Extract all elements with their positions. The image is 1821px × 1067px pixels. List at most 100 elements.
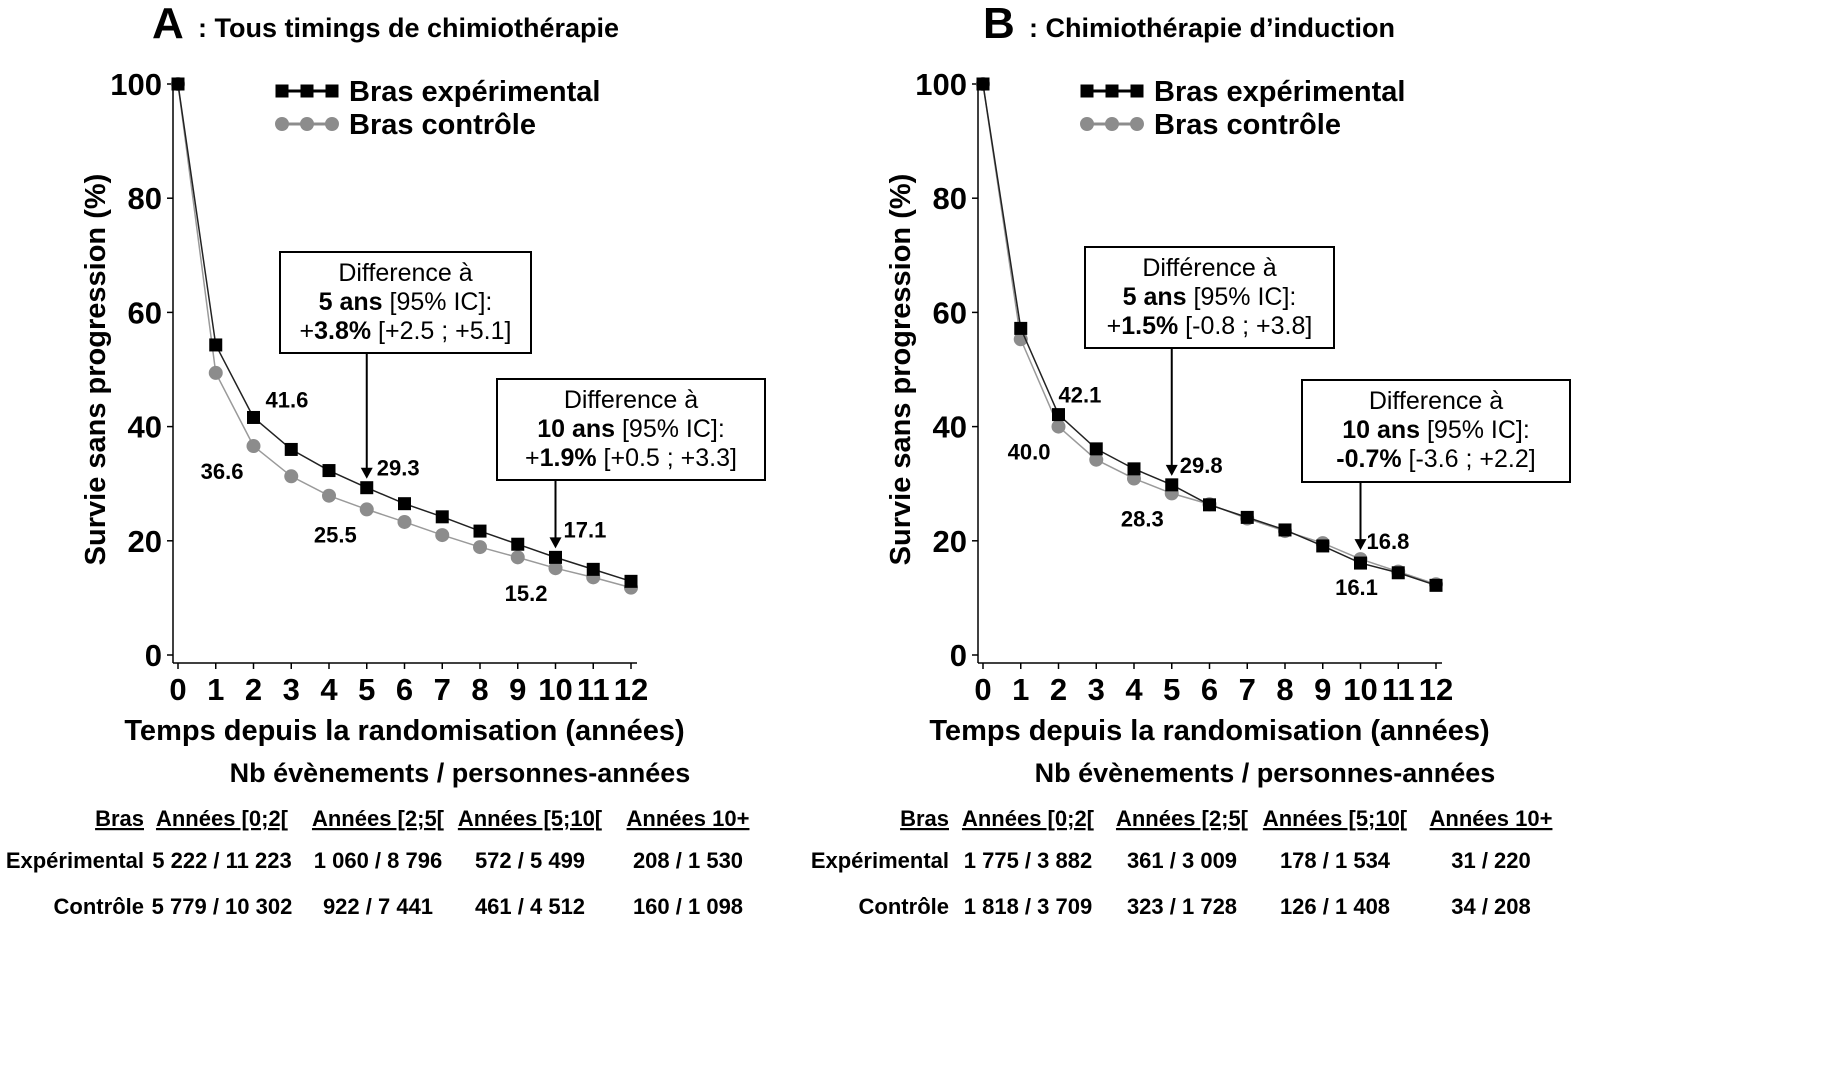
data-point [397, 514, 412, 529]
annotation-line3: -0.7% [-3.6 ; +2.2] [1336, 445, 1535, 473]
legend-marker [300, 117, 314, 131]
legend-entry: Bras expérimental [1154, 76, 1405, 108]
table-row-label: Expérimental [6, 848, 144, 873]
x-tick-label: 3 [283, 672, 300, 707]
x-tick-label: 12 [614, 672, 648, 707]
data-point [1278, 523, 1292, 537]
data-point [435, 528, 450, 543]
y-tick-label: 60 [933, 295, 967, 330]
x-tick-label: 2 [1050, 672, 1067, 707]
data-label: 15.2 [505, 581, 548, 606]
data-label: 29.8 [1180, 453, 1223, 478]
annotation-line2: 10 ans [95% IC]: [1342, 416, 1530, 444]
y-tick-label: 40 [933, 410, 967, 445]
legend-marker [1105, 117, 1119, 131]
y-tick-label: 80 [128, 181, 162, 216]
arrow-head [549, 537, 562, 549]
x-tick-label: 9 [1314, 672, 1331, 707]
x-tick-label: 1 [207, 672, 224, 707]
x-tick-label: 10 [538, 672, 572, 707]
legend-marker [325, 84, 339, 98]
data-point [1127, 462, 1141, 476]
x-tick-label: 2 [245, 672, 262, 707]
data-point [360, 481, 374, 495]
x-tick-label: 4 [1125, 672, 1143, 707]
table-header: Années [0;2[ [962, 806, 1095, 831]
x-tick-label: 4 [320, 672, 338, 707]
events-table: Nb évènements / personnes-années Bras Anné… [6, 758, 750, 919]
data-point [1316, 539, 1330, 553]
arrow-head [1354, 539, 1367, 551]
annotation-line3: +1.9% [+0.5 ; +3.3] [525, 444, 737, 472]
x-tick-label: 5 [1163, 672, 1180, 707]
annotation-frame [496, 378, 766, 481]
legend-marker [1130, 84, 1144, 98]
table-cell: 5 779 / 10 302 [152, 894, 293, 919]
y-axis-label: Survie sans progression (%) [885, 174, 917, 566]
table-row-label: Contrôle [54, 894, 144, 919]
x-tick-label: 0 [974, 672, 991, 707]
annotation-line2: 10 ans [95% IC]: [537, 415, 725, 443]
annotation-line1: Différence à [1142, 254, 1276, 282]
x-tick-label: 1 [1012, 672, 1029, 707]
table-title: Nb évènements / personnes-années [1035, 758, 1496, 788]
chart-panel-b: B: Chimiothérapie d’induction02040608010… [811, 0, 1571, 919]
data-label: 42.1 [1059, 383, 1102, 408]
x-tick-label: 8 [471, 672, 488, 707]
data-point [359, 502, 374, 517]
table-row-label: Expérimental [811, 848, 949, 873]
annotation-box: Difference à5 ans [95% IC]:+3.8% [+2.5 ;… [279, 251, 532, 479]
y-tick-label: 0 [950, 638, 967, 673]
data-point [1165, 478, 1179, 492]
y-tick-label: 60 [128, 295, 162, 330]
table-cell: 208 / 1 530 [633, 848, 743, 873]
annotation-box: Différence à5 ans [95% IC]:+1.5% [-0.8 ;… [1084, 246, 1335, 476]
data-point [1240, 510, 1254, 524]
x-tick-label: 6 [1201, 672, 1218, 707]
table-cell: 1 775 / 3 882 [964, 848, 1092, 873]
data-point [246, 439, 261, 454]
annotation-line1: Difference à [564, 386, 698, 414]
table-header: Bras [900, 806, 949, 831]
data-point [1089, 442, 1103, 456]
events-table: Nb évènements / personnes-années Bras Anné… [811, 758, 1553, 919]
table-cell: 461 / 4 512 [475, 894, 585, 919]
chart-panel-a: A: Tous timings de chimiothérapie0204060… [6, 0, 766, 919]
table-cell: 361 / 3 009 [1127, 848, 1237, 873]
data-point [322, 464, 336, 478]
panel-letter: B [983, 0, 1015, 48]
data-point [322, 488, 336, 503]
data-point [1354, 556, 1367, 570]
data-point [1051, 419, 1066, 434]
data-point [473, 540, 487, 555]
annotation-frame [1301, 379, 1571, 483]
data-point [171, 77, 185, 91]
annotation-line2: 5 ans [95% IC]: [1123, 283, 1297, 311]
annotation-line1: Difference à [338, 259, 472, 287]
x-tick-label: 12 [1419, 672, 1453, 707]
y-tick-label: 100 [915, 67, 967, 102]
table-header: Bras [95, 806, 144, 831]
x-tick-label: 6 [396, 672, 413, 707]
x-tick-label: 5 [358, 672, 375, 707]
x-tick-label: 7 [434, 672, 451, 707]
x-tick-label: 0 [169, 672, 186, 707]
table-header: Années [2;5[ [1116, 806, 1249, 831]
y-axis-label: Survie sans progression (%) [80, 174, 112, 566]
annotation-box: Difference à10 ans [95% IC]:-0.7% [-3.6 … [1301, 379, 1571, 551]
table-cell: 922 / 7 441 [323, 894, 433, 919]
data-label: 40.0 [1008, 440, 1051, 465]
data-label: 16.8 [1367, 529, 1410, 554]
arrow-head [360, 467, 373, 479]
legend-marker [325, 117, 339, 131]
data-point [1429, 578, 1443, 592]
data-point [1203, 498, 1216, 512]
data-point [284, 469, 299, 484]
data-point [398, 497, 411, 511]
chart-title: : Tous timings de chimiothérapie [198, 13, 619, 43]
y-tick-label: 0 [145, 638, 162, 673]
data-point [510, 550, 525, 565]
